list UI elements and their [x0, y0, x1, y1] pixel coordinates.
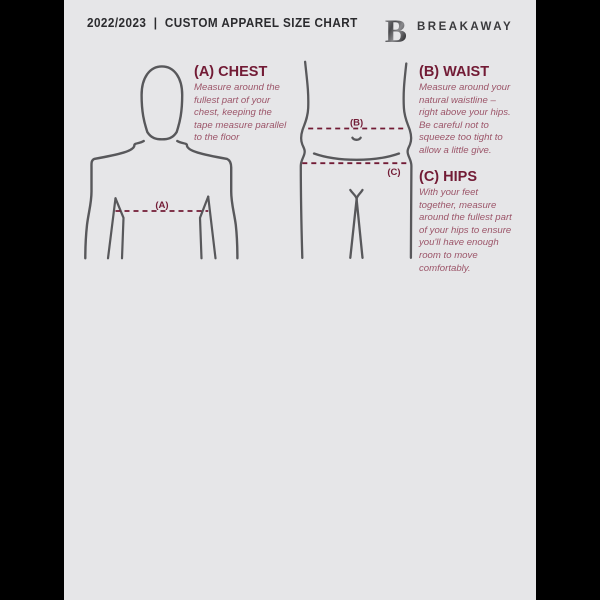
svg-text:(B): (B) — [350, 118, 363, 129]
svg-text:(C): (C) — [387, 167, 400, 178]
svg-text:(A): (A) — [155, 200, 168, 211]
